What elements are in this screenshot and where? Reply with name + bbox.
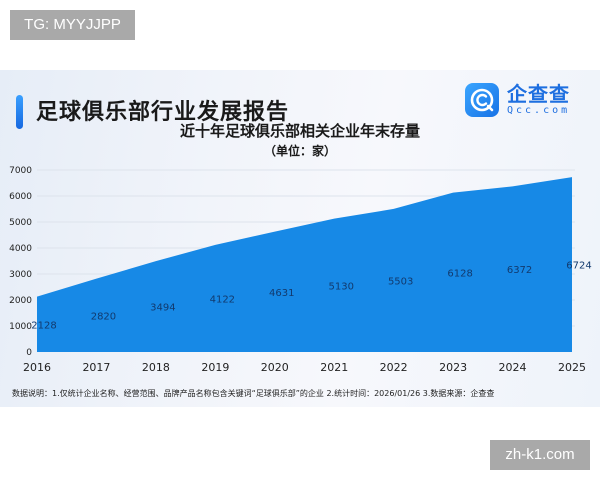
data-label: 5503	[388, 276, 413, 287]
data-label: 2128	[31, 320, 56, 331]
report-title: 足球俱乐部行业发展报告	[36, 100, 290, 125]
data-label: 2820	[91, 311, 116, 322]
data-label: 6128	[447, 268, 472, 279]
chart-subtitle: （单位：家）	[263, 144, 336, 158]
y-tick-label: 3000	[9, 270, 32, 280]
x-tick-label: 2025	[558, 361, 586, 374]
qcc-logo-icon	[465, 83, 499, 117]
logo-en-text: Qcc.com	[507, 105, 571, 116]
x-axis-ticks: 2016 2017 2018 2019 2020 2021 2022 2023 2024 2025	[23, 361, 586, 374]
x-tick-label: 2016	[23, 361, 51, 374]
data-label: 5130	[328, 281, 353, 292]
y-tick-label: 6000	[9, 192, 32, 202]
data-label: 4631	[269, 288, 294, 299]
data-label: 6372	[507, 265, 532, 276]
title-accent-bar	[16, 95, 23, 129]
watermark-bottom-right: zh-k1.com	[490, 440, 590, 470]
y-tick-label: 2000	[9, 296, 32, 306]
data-label: 4122	[210, 294, 235, 305]
logo-cn-text: 企查查	[507, 82, 570, 106]
x-tick-label: 2017	[82, 361, 110, 374]
qcc-logo: 企查查 Qcc.com	[465, 83, 570, 117]
data-footnote: 数据说明：1.仅统计企业名称、经营范围、品牌产品名称包含关键词“足球俱乐部”的企…	[12, 389, 495, 398]
y-tick-label: 0	[26, 348, 32, 358]
watermark-top-left: TG: MYYJJPP	[10, 10, 135, 40]
area-series	[37, 177, 572, 352]
x-tick-label: 2020	[261, 361, 289, 374]
y-tick-label: 4000	[9, 244, 32, 254]
x-tick-label: 2024	[499, 361, 527, 374]
x-tick-label: 2021	[320, 361, 348, 374]
data-label: 3494	[150, 303, 175, 314]
y-tick-label: 1000	[9, 322, 32, 332]
data-labels: 2128 2820 3494 4122 4631 5130 5503 6128 6372 6724	[31, 261, 591, 332]
x-tick-label: 2018	[142, 361, 170, 374]
x-tick-label: 2023	[439, 361, 467, 374]
y-axis-ticks: 0 1000 2000 3000 4000 5000 6000 7000	[9, 166, 32, 358]
y-tick-label: 5000	[9, 218, 32, 228]
y-tick-label: 7000	[9, 166, 32, 176]
data-label: 6724	[566, 261, 591, 272]
x-tick-label: 2022	[380, 361, 408, 374]
chart-title: 近十年足球俱乐部相关企业年末存量	[179, 122, 420, 140]
x-tick-label: 2019	[201, 361, 229, 374]
